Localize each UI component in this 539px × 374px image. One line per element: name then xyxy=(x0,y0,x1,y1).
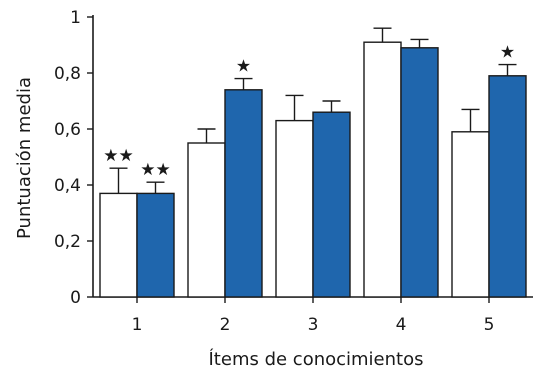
bar xyxy=(312,111,351,298)
x-axis-title: Ítems de conocimientos xyxy=(209,348,424,370)
plot-area: 0 0,2 0,4 0,6 0,8 1 1 ★★ ★★ 2 ★ 3 4 5 ★ xyxy=(54,8,533,335)
bar xyxy=(488,75,527,298)
significance-marker: ★ xyxy=(236,57,251,77)
x-tick-label: 5 xyxy=(484,315,495,335)
bar xyxy=(451,131,490,298)
significance-marker: ★ xyxy=(500,43,515,63)
bar xyxy=(363,41,402,298)
x-tick-label: 4 xyxy=(396,315,407,335)
significance-marker: ★★ xyxy=(140,160,170,180)
x-tick-label: 3 xyxy=(308,315,319,335)
y-tick-label: 0,4 xyxy=(54,176,81,196)
y-tick-label: 0,6 xyxy=(54,120,81,140)
y-tick-label: 0,8 xyxy=(54,64,81,84)
x-tick-label: 2 xyxy=(220,315,231,335)
y-axis-title: Puntuación media xyxy=(14,77,35,239)
y-tick-label: 0 xyxy=(70,288,81,308)
bar xyxy=(187,142,226,298)
bar xyxy=(400,47,439,298)
bar xyxy=(275,119,314,298)
significance-marker: ★★ xyxy=(103,146,133,166)
bar xyxy=(136,192,175,298)
y-tick-label: 1 xyxy=(70,8,81,28)
bar xyxy=(99,192,138,298)
x-tick-label: 1 xyxy=(132,315,143,335)
y-tick-label: 0,2 xyxy=(54,232,81,252)
bar xyxy=(224,89,263,298)
